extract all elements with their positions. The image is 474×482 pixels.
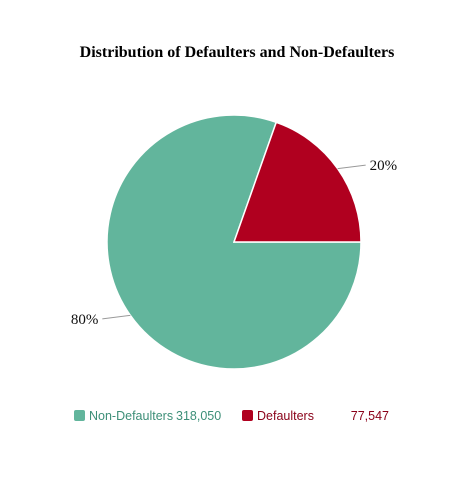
legend-swatch (242, 410, 253, 421)
percent-label: 80% (71, 312, 99, 328)
leader-line (337, 164, 366, 170)
legend-label: Non-Defaulters (89, 409, 173, 423)
legend-swatch (74, 410, 85, 421)
chart-title: Distribution of Defaulters and Non-Defau… (80, 44, 395, 61)
legend: Non-Defaulters 318,050 Defaulters 77,547 (74, 409, 389, 423)
legend-value: 318,050 (176, 409, 221, 423)
legend-label: Defaulters (257, 409, 314, 423)
pie-labels: 80% 20% (71, 158, 397, 328)
percent-label: 20% (370, 158, 398, 174)
legend-item-non-defaulters: Non-Defaulters 318,050 (74, 409, 221, 423)
legend-item-defaulters: Defaulters 77,547 (242, 409, 389, 423)
leader-line (102, 314, 131, 320)
pie-slices (106, 114, 362, 370)
pie-slice-defaulters (232, 121, 362, 243)
legend-value: 77,547 (351, 409, 389, 423)
